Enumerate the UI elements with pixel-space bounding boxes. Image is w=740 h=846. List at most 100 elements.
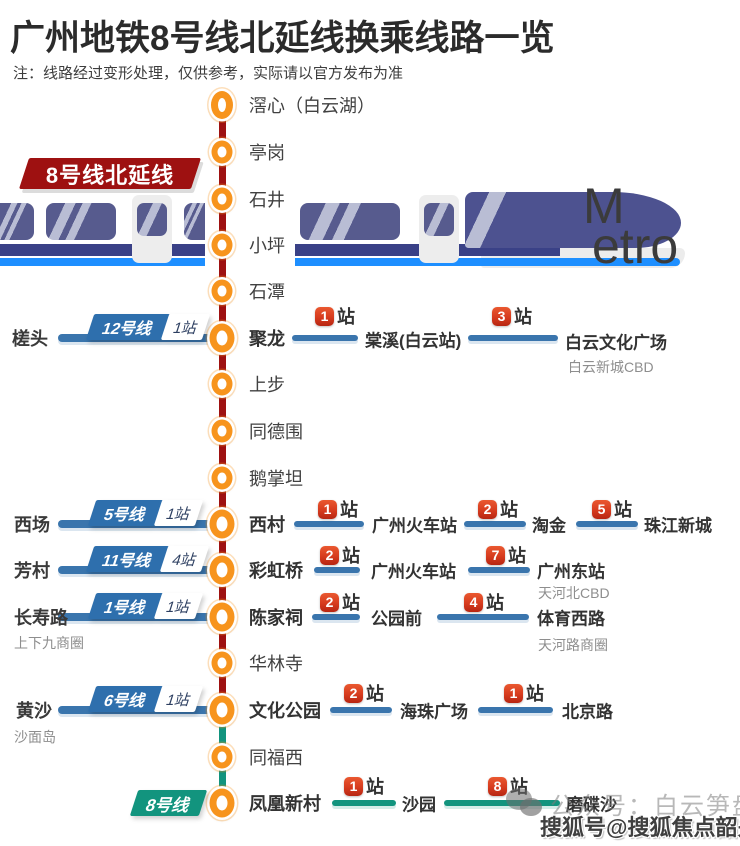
hop-count-number: 3: [492, 306, 511, 326]
station-marker: [211, 372, 233, 396]
line-badge-name: 6号线: [87, 686, 164, 712]
watermark-sohu: 搜狐号@搜狐焦点韶关站: [540, 815, 740, 840]
station-label: 同福西: [249, 748, 303, 768]
hop-count-unit: 站: [342, 593, 360, 613]
hop-count-badge: 7 站: [486, 542, 526, 568]
branch-station: 淘金: [532, 516, 566, 536]
line-badge-5: 5号线 1站: [87, 500, 204, 526]
line-badge-8: 8号线: [129, 790, 208, 816]
page-note: 注：线路经过变形处理，仅供参考，实际请以官方发布为准: [13, 65, 404, 82]
feeder-terminal: 芳村: [14, 561, 50, 581]
branch-station: 珠江新城: [644, 516, 712, 536]
branch-line: [576, 521, 638, 527]
branch-line: [464, 521, 526, 527]
metro-wordmark-line1: M: [583, 178, 625, 234]
station-marker: [211, 651, 233, 675]
train-band: [0, 244, 205, 256]
metro-wordmark: M etro: [583, 178, 679, 274]
hop-count-number: 8: [488, 776, 507, 796]
train-blue-stripe: [295, 258, 680, 266]
branch-station: 体育西路: [537, 609, 605, 629]
train-door-window: [424, 203, 454, 236]
station-marker: [211, 279, 233, 303]
station-marker-transfer: [209, 555, 235, 585]
hop-count-number: 2: [478, 499, 497, 519]
hop-count-number: 2: [320, 592, 339, 612]
train-door: [132, 195, 172, 263]
watermark-wechat-text: 公众号：白云笋盘: [550, 793, 740, 820]
station-label: 滘心（白云湖）: [249, 96, 375, 116]
branch-line: [314, 567, 360, 573]
station-label: 石井: [249, 190, 285, 210]
branch-station: 北京路: [562, 702, 613, 722]
station-marker-transfer: [209, 695, 235, 725]
station-label: 石潭: [249, 282, 285, 302]
line-badge-count: 1站: [153, 500, 204, 526]
train-window: [184, 203, 205, 240]
station-label: 凤凰新村: [249, 794, 321, 814]
train-window: [46, 203, 116, 240]
station-label: 鹅掌坦: [249, 469, 303, 489]
hop-count-number: 1: [344, 776, 363, 796]
branch-station-sub: 天河路商圈: [538, 637, 608, 653]
line-badge-count: 1站: [153, 593, 204, 619]
feeder-terminal-sub: 上下九商圈: [14, 635, 84, 651]
branch-line: [468, 335, 558, 341]
branch-station: 沙园: [402, 795, 436, 815]
branch-line: [444, 800, 560, 806]
line-badge-name: 12号线: [85, 314, 171, 340]
hop-count-unit: 站: [340, 500, 358, 520]
station-label: 同德围: [249, 422, 303, 442]
line-badge-name: 8号线: [129, 790, 208, 816]
branch-line: [468, 567, 530, 573]
station-label: 亭岗: [249, 143, 285, 163]
branch-line: [294, 521, 364, 527]
station-marker-transfer: [209, 323, 235, 353]
hop-count-unit: 站: [508, 546, 526, 566]
hop-count-badge: 2 站: [320, 542, 360, 568]
branch-station: 白云文化广场: [565, 333, 667, 353]
branch-station-sub: 天河北CBD: [538, 585, 610, 601]
station-label: 文化公园: [249, 701, 321, 721]
hop-count-number: 2: [344, 683, 363, 703]
feeder-terminal: 槎头: [12, 329, 48, 349]
feeder-terminal-sub: 沙面岛: [14, 729, 56, 745]
branch-line: [292, 335, 358, 341]
hop-count-number: 2: [320, 545, 339, 565]
branch-line: [330, 707, 392, 713]
line-badge-11: 11号线 4站: [85, 546, 210, 572]
branch-station: 广州火车站: [372, 516, 457, 536]
train-window: [300, 203, 400, 240]
watermark-wechat: 公众号：白云笋盘: [506, 786, 740, 821]
train-nose: [465, 192, 681, 248]
hop-count-number: 5: [592, 499, 611, 519]
station-label: 小坪: [249, 236, 285, 256]
hop-count-unit: 站: [366, 777, 384, 797]
branch-line: [312, 614, 360, 620]
hop-count-unit: 站: [342, 546, 360, 566]
hop-count-badge: 2 站: [320, 589, 360, 615]
station-label: 陈家祠: [249, 608, 303, 628]
station-marker-transfer: [209, 509, 235, 539]
station-label: 彩虹桥: [249, 561, 303, 581]
hop-count-badge: 3 站: [492, 303, 532, 329]
metro-wordmark-line2: etro: [592, 218, 679, 274]
line-badge-12: 12号线 1站: [85, 314, 211, 340]
line-badge-name: 5号线: [87, 500, 164, 526]
train-blue-stripe: [0, 258, 205, 266]
hop-count-badge: 2 站: [344, 680, 384, 706]
hop-count-unit: 站: [486, 593, 504, 613]
branch-station: 广州火车站: [371, 562, 456, 582]
hop-count-badge: 1 站: [344, 773, 384, 799]
hop-count-number: 1: [504, 683, 523, 703]
line-badge-6: 6号线 1站: [87, 686, 204, 712]
feeder-terminal: 西场: [14, 515, 50, 535]
train-door-window: [137, 203, 167, 236]
station-marker: [211, 187, 233, 211]
hop-count-badge: 5 站: [592, 496, 632, 522]
branch-station: 磨碟沙: [566, 795, 617, 815]
train-window: [0, 203, 34, 240]
hop-count-badge: 2 站: [478, 496, 518, 522]
feeder-terminal: 黄沙: [16, 701, 52, 721]
